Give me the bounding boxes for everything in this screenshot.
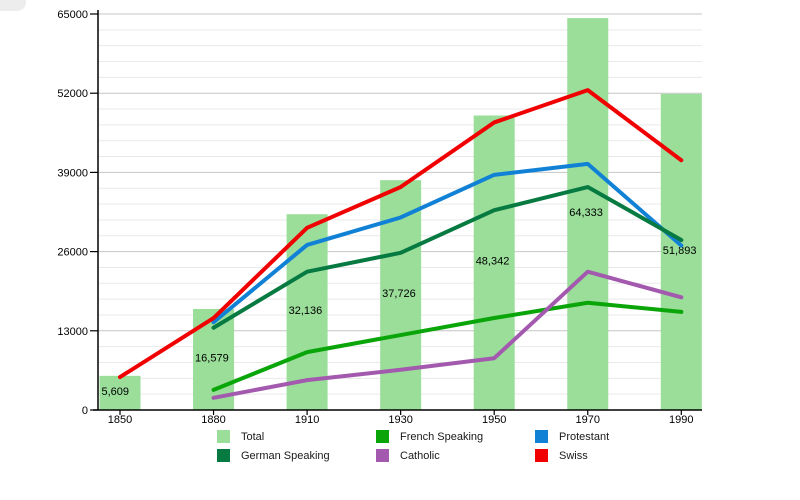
- bar-value-label: 37,726: [382, 288, 416, 300]
- legend-label: French Speaking: [400, 430, 484, 443]
- window-corner-artifact: [0, 0, 26, 11]
- bar-value-label: 48,342: [476, 256, 510, 268]
- y-axis-label: 39000: [57, 167, 88, 179]
- total-bar: [567, 18, 609, 411]
- legend-swatch: [535, 449, 548, 462]
- x-axis-label: 1880: [201, 414, 225, 426]
- chart-canvas: 5,609 16,579 32,136 37,726 48,342 64,333 51,89…: [57, 9, 702, 426]
- x-axis-label: 1970: [576, 414, 600, 426]
- legend-swatch: [217, 430, 230, 443]
- y-axis-label: 0: [82, 405, 88, 417]
- y-axis-label: 52000: [57, 88, 88, 100]
- line-french-speaking: [211, 300, 684, 392]
- chart-legend: Total German Speaking French Speaking Catho…: [217, 427, 694, 465]
- x-axis-label: 1910: [295, 414, 319, 426]
- legend-item-french-speaking: French Speaking: [376, 427, 535, 446]
- legend-label: Catholic: [400, 449, 440, 462]
- legend-item-swiss: Swiss: [535, 446, 694, 465]
- line-catholic: [211, 269, 684, 400]
- legend-label: German Speaking: [241, 449, 330, 462]
- legend-swatch: [376, 430, 389, 443]
- x-axis-label: 1990: [669, 414, 693, 426]
- legend-label: Swiss: [559, 449, 588, 462]
- bar-value-label: 16,579: [195, 352, 229, 364]
- y-axis-label: 13000: [57, 326, 88, 338]
- legend-item-total: Total: [217, 427, 376, 446]
- y-axis-label: 65000: [57, 9, 88, 21]
- x-axis-label: 1950: [482, 414, 506, 426]
- legend-label: Protestant: [559, 430, 610, 443]
- line-protestant: [211, 161, 684, 325]
- legend-swatch: [376, 449, 389, 462]
- total-bar: [99, 375, 141, 410]
- line-swiss: [118, 88, 684, 380]
- legend-item-catholic: Catholic: [376, 446, 535, 465]
- bar-value-label: 32,136: [289, 305, 323, 317]
- x-axis-label: 1850: [108, 414, 132, 426]
- y-axis-label: 26000: [57, 247, 88, 259]
- x-axis-label: 1930: [388, 414, 412, 426]
- legend-label: Total: [241, 430, 265, 443]
- line-german-speaking: [211, 185, 684, 330]
- legend-item-german-speaking: German Speaking: [217, 446, 376, 465]
- bar-value-label: 51,893: [663, 245, 697, 257]
- legend-swatch: [217, 449, 230, 462]
- bar-value-label: 64,333: [569, 207, 603, 219]
- legend-swatch: [535, 430, 548, 443]
- total-bar: [660, 93, 702, 411]
- bar-value-label: 5,609: [102, 386, 130, 398]
- legend-item-protestant: Protestant: [535, 427, 694, 446]
